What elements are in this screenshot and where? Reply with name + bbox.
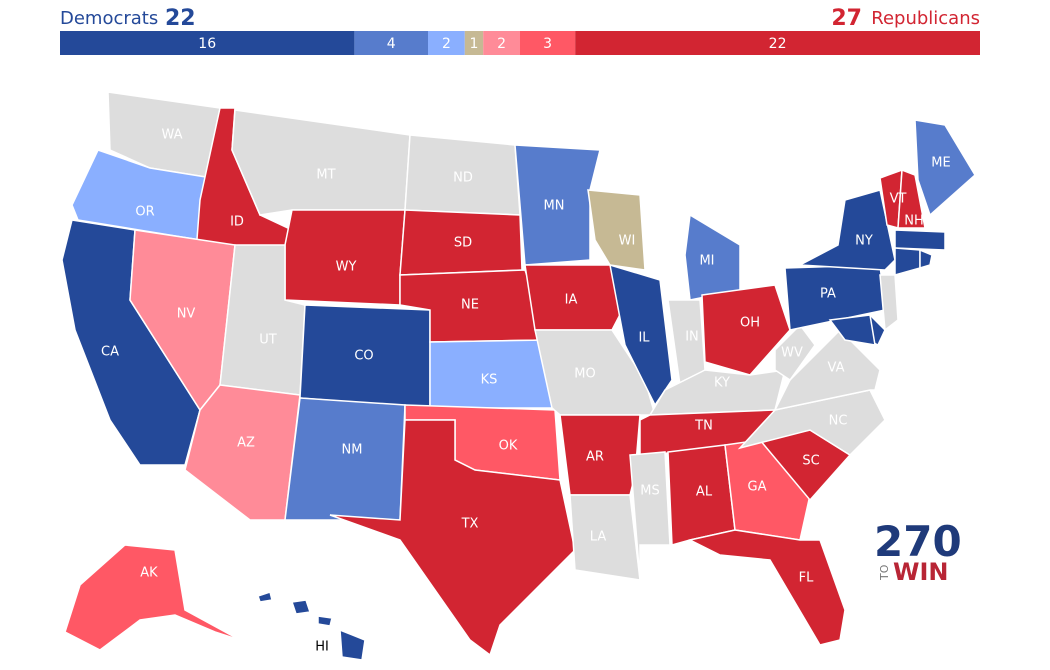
state-label: MO bbox=[574, 367, 595, 382]
dem-total: 22 bbox=[165, 6, 196, 31]
state bbox=[284, 209, 406, 306]
state bbox=[701, 284, 791, 376]
state-label: OK bbox=[499, 439, 518, 454]
state-label: SD bbox=[454, 236, 472, 251]
state bbox=[919, 248, 933, 270]
state bbox=[524, 264, 626, 331]
bar-label: 3 bbox=[543, 36, 552, 52]
state-label: WI bbox=[619, 234, 636, 249]
state bbox=[797, 189, 896, 271]
state-label: SC bbox=[802, 454, 819, 469]
state-label: MT bbox=[316, 168, 335, 183]
state bbox=[828, 314, 876, 346]
state-label: AL bbox=[696, 485, 713, 500]
state bbox=[64, 544, 241, 651]
rep-total: 27 bbox=[831, 6, 862, 31]
bar-segment bbox=[520, 31, 576, 55]
us-map: WA OR CA ID NV MT WY UT AZ CO NM ND SD NE KS OK TX MN IA MO… bbox=[61, 91, 976, 661]
state-island bbox=[317, 615, 333, 627]
state-label: KY bbox=[714, 376, 730, 391]
state bbox=[879, 274, 899, 332]
state bbox=[587, 189, 646, 271]
state-label: AZ bbox=[237, 436, 255, 451]
state-island bbox=[257, 591, 273, 603]
state-label: WV bbox=[781, 346, 803, 361]
state-label: MS bbox=[640, 484, 659, 499]
state bbox=[629, 451, 671, 581]
state-label: NE bbox=[461, 298, 479, 313]
state-label: OH bbox=[740, 316, 760, 331]
bar-segment bbox=[464, 31, 484, 55]
state-label: LA bbox=[590, 530, 607, 545]
state-label: CO bbox=[354, 349, 373, 364]
state-label: TX bbox=[461, 517, 479, 532]
state-label: HI bbox=[315, 640, 329, 655]
state bbox=[514, 144, 601, 266]
state-island bbox=[291, 599, 311, 615]
dem-label: Democrats bbox=[60, 8, 158, 29]
logo-word: WIN bbox=[893, 558, 949, 586]
bar-label: 2 bbox=[442, 36, 451, 52]
bar-segment bbox=[575, 31, 980, 55]
state bbox=[894, 229, 946, 251]
state-label: NC bbox=[829, 414, 848, 429]
bar-segment bbox=[428, 31, 465, 55]
logo-number: 270 bbox=[874, 517, 962, 566]
state-label: ND bbox=[453, 171, 473, 186]
state-label: ID bbox=[230, 215, 244, 230]
state bbox=[687, 529, 846, 646]
state-label: TN bbox=[694, 419, 713, 434]
state-label: ME bbox=[931, 156, 950, 171]
state-label: NY bbox=[855, 234, 873, 249]
bar-label: 16 bbox=[198, 36, 216, 52]
state bbox=[231, 109, 411, 216]
state-label: MN bbox=[544, 199, 565, 214]
bar-segment bbox=[354, 31, 428, 55]
state bbox=[894, 247, 921, 276]
state-label: FL bbox=[799, 571, 814, 586]
state-label: VA bbox=[828, 361, 845, 376]
state-label: NM bbox=[342, 443, 363, 458]
rep-label: Republicans bbox=[871, 8, 980, 29]
state bbox=[339, 628, 366, 661]
state-label: WA bbox=[161, 128, 182, 143]
state-label: NV bbox=[177, 307, 196, 322]
state-label: MI bbox=[699, 254, 714, 269]
bar-label: 22 bbox=[769, 36, 787, 52]
state-label: OR bbox=[135, 205, 154, 220]
bar-segment bbox=[60, 31, 355, 55]
state-label: PA bbox=[820, 287, 836, 302]
state bbox=[914, 119, 976, 217]
bar-label: 4 bbox=[387, 36, 396, 52]
state-label: IA bbox=[565, 293, 578, 308]
state-label: UT bbox=[259, 333, 277, 348]
bar-label: 2 bbox=[497, 36, 506, 52]
state-label: AK bbox=[140, 566, 158, 581]
state-label: NH bbox=[904, 214, 924, 229]
seat-bar: 16 4 2 1 2 3 22 bbox=[60, 31, 980, 55]
state-label: WY bbox=[336, 260, 357, 275]
state-label: CA bbox=[101, 345, 119, 360]
state bbox=[329, 419, 576, 657]
state-label: VT bbox=[890, 192, 907, 207]
logo: 270 TO WIN bbox=[874, 517, 962, 586]
bar-segment bbox=[483, 31, 520, 55]
state-label: AR bbox=[586, 450, 604, 465]
state bbox=[897, 168, 926, 229]
state-label: IL bbox=[638, 331, 650, 346]
state-label: IN bbox=[685, 330, 699, 345]
logo-small: TO bbox=[878, 564, 891, 581]
state-label: GA bbox=[748, 480, 767, 495]
bar-label: 1 bbox=[470, 36, 479, 52]
state bbox=[284, 397, 406, 521]
state-label: KS bbox=[481, 373, 498, 388]
